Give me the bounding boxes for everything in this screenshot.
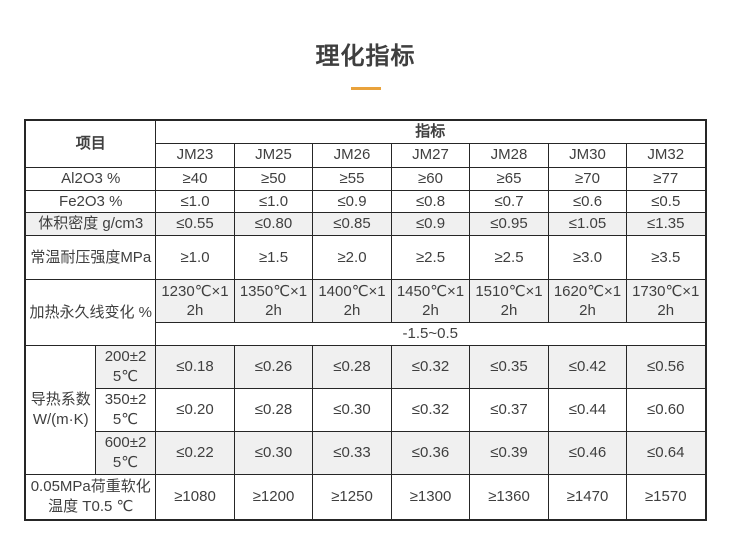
row-label-softening: 0.05MPa荷重软化温度 T0.5 ℃ <box>24 474 157 521</box>
column-header-jm32: JM32 <box>626 142 706 168</box>
row-label-conductivity: 导热系数 W/(m·K) <box>24 345 96 476</box>
value-cell: ≤0.8 <box>391 189 470 214</box>
value-cell: ≥40 <box>155 166 235 191</box>
sub-row-label-200: 200±25℃ <box>94 345 157 390</box>
value-cell: ≤0.20 <box>155 388 235 433</box>
value-cell: ≤1.0 <box>234 189 313 214</box>
spec-table: 项目 指标 JM23 JM25 JM26 JM27 JM28 JM30 JM32… <box>24 119 707 521</box>
value-cell: ≥65 <box>469 166 549 191</box>
value-cell: ≥2.5 <box>469 235 549 281</box>
value-cell: ≥1.5 <box>234 235 313 281</box>
value-cell: ≥1.0 <box>155 235 235 281</box>
value-cell: 1730℃×12h <box>626 279 706 324</box>
value-cell: ≤0.46 <box>548 431 627 476</box>
table-row-density: 体积密度 g/cm3 ≤0.55 ≤0.80 ≤0.85 ≤0.9 ≤0.95 … <box>24 212 706 237</box>
table-row-conductivity-200: 导热系数 W/(m·K) 200±25℃ ≤0.18 ≤0.26 ≤0.28 ≤… <box>24 345 706 476</box>
value-cell: ≥55 <box>312 166 392 191</box>
value-cell: ≥1200 <box>234 474 313 521</box>
value-cell: 1510℃×12h <box>469 279 549 324</box>
value-cell: ≤0.26 <box>234 345 313 390</box>
value-cell: ≤0.42 <box>548 345 627 390</box>
value-cell: ≥3.0 <box>548 235 627 281</box>
value-cell: ≤0.28 <box>234 388 313 433</box>
table-row-fe2o3: Fe2O3 % ≤1.0 ≤1.0 ≤0.9 ≤0.8 ≤0.7 ≤0.6 ≤0… <box>24 189 706 214</box>
value-cell: ≥1360 <box>469 474 549 521</box>
table-row-softening: 0.05MPa荷重软化温度 T0.5 ℃ ≥1080 ≥1200 ≥1250 ≥… <box>24 474 706 521</box>
value-cell: ≤0.5 <box>626 189 706 214</box>
value-cell: ≤0.80 <box>234 212 313 237</box>
value-cell: ≤1.05 <box>548 212 627 237</box>
value-cell: ≤0.7 <box>469 189 549 214</box>
value-cell: ≥1470 <box>548 474 627 521</box>
column-header-jm30: JM30 <box>548 142 627 168</box>
table-row-conductivity-600: 600±25℃ ≤0.22 ≤0.30 ≤0.33 ≤0.36 ≤0.39 ≤0… <box>25 431 706 476</box>
value-cell: 1620℃×12h <box>548 279 627 324</box>
table-row-linear-change-range: -1.5~0.5 <box>25 322 706 347</box>
value-cell: ≤0.9 <box>312 189 392 214</box>
column-header-jm25: JM25 <box>234 142 313 168</box>
row-label-density: 体积密度 g/cm3 <box>24 212 157 237</box>
value-cell: 1350℃×12h <box>234 279 313 324</box>
sub-row-label-600: 600±25℃ <box>94 431 157 476</box>
value-cell: ≤0.32 <box>391 388 470 433</box>
value-cell: ≥1300 <box>391 474 470 521</box>
value-cell: ≤0.95 <box>469 212 549 237</box>
row-label-linear-change: 加热永久线变化 % <box>24 279 157 347</box>
value-cell: ≤0.37 <box>469 388 549 433</box>
row-label-fe2o3: Fe2O3 % <box>24 189 157 214</box>
value-cell: ≤0.33 <box>312 431 392 476</box>
column-header-jm26: JM26 <box>312 142 392 168</box>
row-label-strength: 常温耐压强度MPa <box>24 235 157 281</box>
value-cell: ≤0.6 <box>548 189 627 214</box>
value-cell: ≤1.35 <box>626 212 706 237</box>
value-cell: ≤0.60 <box>626 388 706 433</box>
value-cell: ≤0.56 <box>626 345 706 390</box>
table-row-strength: 常温耐压强度MPa ≥1.0 ≥1.5 ≥2.0 ≥2.5 ≥2.5 ≥3.0 … <box>24 235 706 281</box>
value-cell: ≥2.5 <box>391 235 470 281</box>
value-cell: ≤0.30 <box>234 431 313 476</box>
table-row-linear-change: 加热永久线变化 % 1230℃×12h 1350℃×12h 1400℃×12h … <box>24 279 706 347</box>
value-cell: ≤0.55 <box>155 212 235 237</box>
corner-header-item: 项目 <box>24 119 157 168</box>
value-cell: ≤0.36 <box>391 431 470 476</box>
value-cell: ≤0.9 <box>391 212 470 237</box>
value-cell: ≤0.30 <box>312 388 392 433</box>
value-cell: 1400℃×12h <box>312 279 392 324</box>
value-cell: ≤0.18 <box>155 345 235 390</box>
value-cell: ≥50 <box>234 166 313 191</box>
value-cell: ≥77 <box>626 166 706 191</box>
table-row-conductivity-350: 350±25℃ ≤0.20 ≤0.28 ≤0.30 ≤0.32 ≤0.37 ≤0… <box>25 388 706 433</box>
value-cell: ≥3.5 <box>626 235 706 281</box>
value-cell: ≤0.35 <box>469 345 549 390</box>
value-cell: ≥1080 <box>155 474 235 521</box>
value-cell: ≤0.44 <box>548 388 627 433</box>
column-header-jm27: JM27 <box>391 142 470 168</box>
column-header-jm28: JM28 <box>469 142 549 168</box>
group-header-indicator: 指标 <box>155 119 706 144</box>
value-cell: ≤0.22 <box>155 431 235 476</box>
sub-row-label-350: 350±25℃ <box>94 388 157 433</box>
table-row-al2o3: Al2O3 % ≥40 ≥50 ≥55 ≥60 ≥65 ≥70 ≥77 <box>24 166 706 191</box>
value-cell: 1230℃×12h <box>155 279 235 324</box>
value-cell-range: -1.5~0.5 <box>155 322 706 347</box>
value-cell: ≥1250 <box>312 474 392 521</box>
row-label-al2o3: Al2O3 % <box>24 166 157 191</box>
value-cell: ≥60 <box>391 166 470 191</box>
column-header-jm23: JM23 <box>155 142 235 168</box>
page-title: 理化指标 <box>315 43 416 70</box>
value-cell: ≥70 <box>548 166 627 191</box>
value-cell: ≤0.85 <box>312 212 392 237</box>
title-divider <box>350 87 381 90</box>
value-cell: ≤0.28 <box>312 345 392 390</box>
value-cell: ≤1.0 <box>155 189 235 214</box>
value-cell: ≤0.32 <box>391 345 470 390</box>
value-cell: ≥1570 <box>626 474 706 521</box>
value-cell: ≤0.39 <box>469 431 549 476</box>
value-cell: ≤0.64 <box>626 431 706 476</box>
value-cell: 1450℃×12h <box>391 279 470 324</box>
value-cell: ≥2.0 <box>312 235 392 281</box>
